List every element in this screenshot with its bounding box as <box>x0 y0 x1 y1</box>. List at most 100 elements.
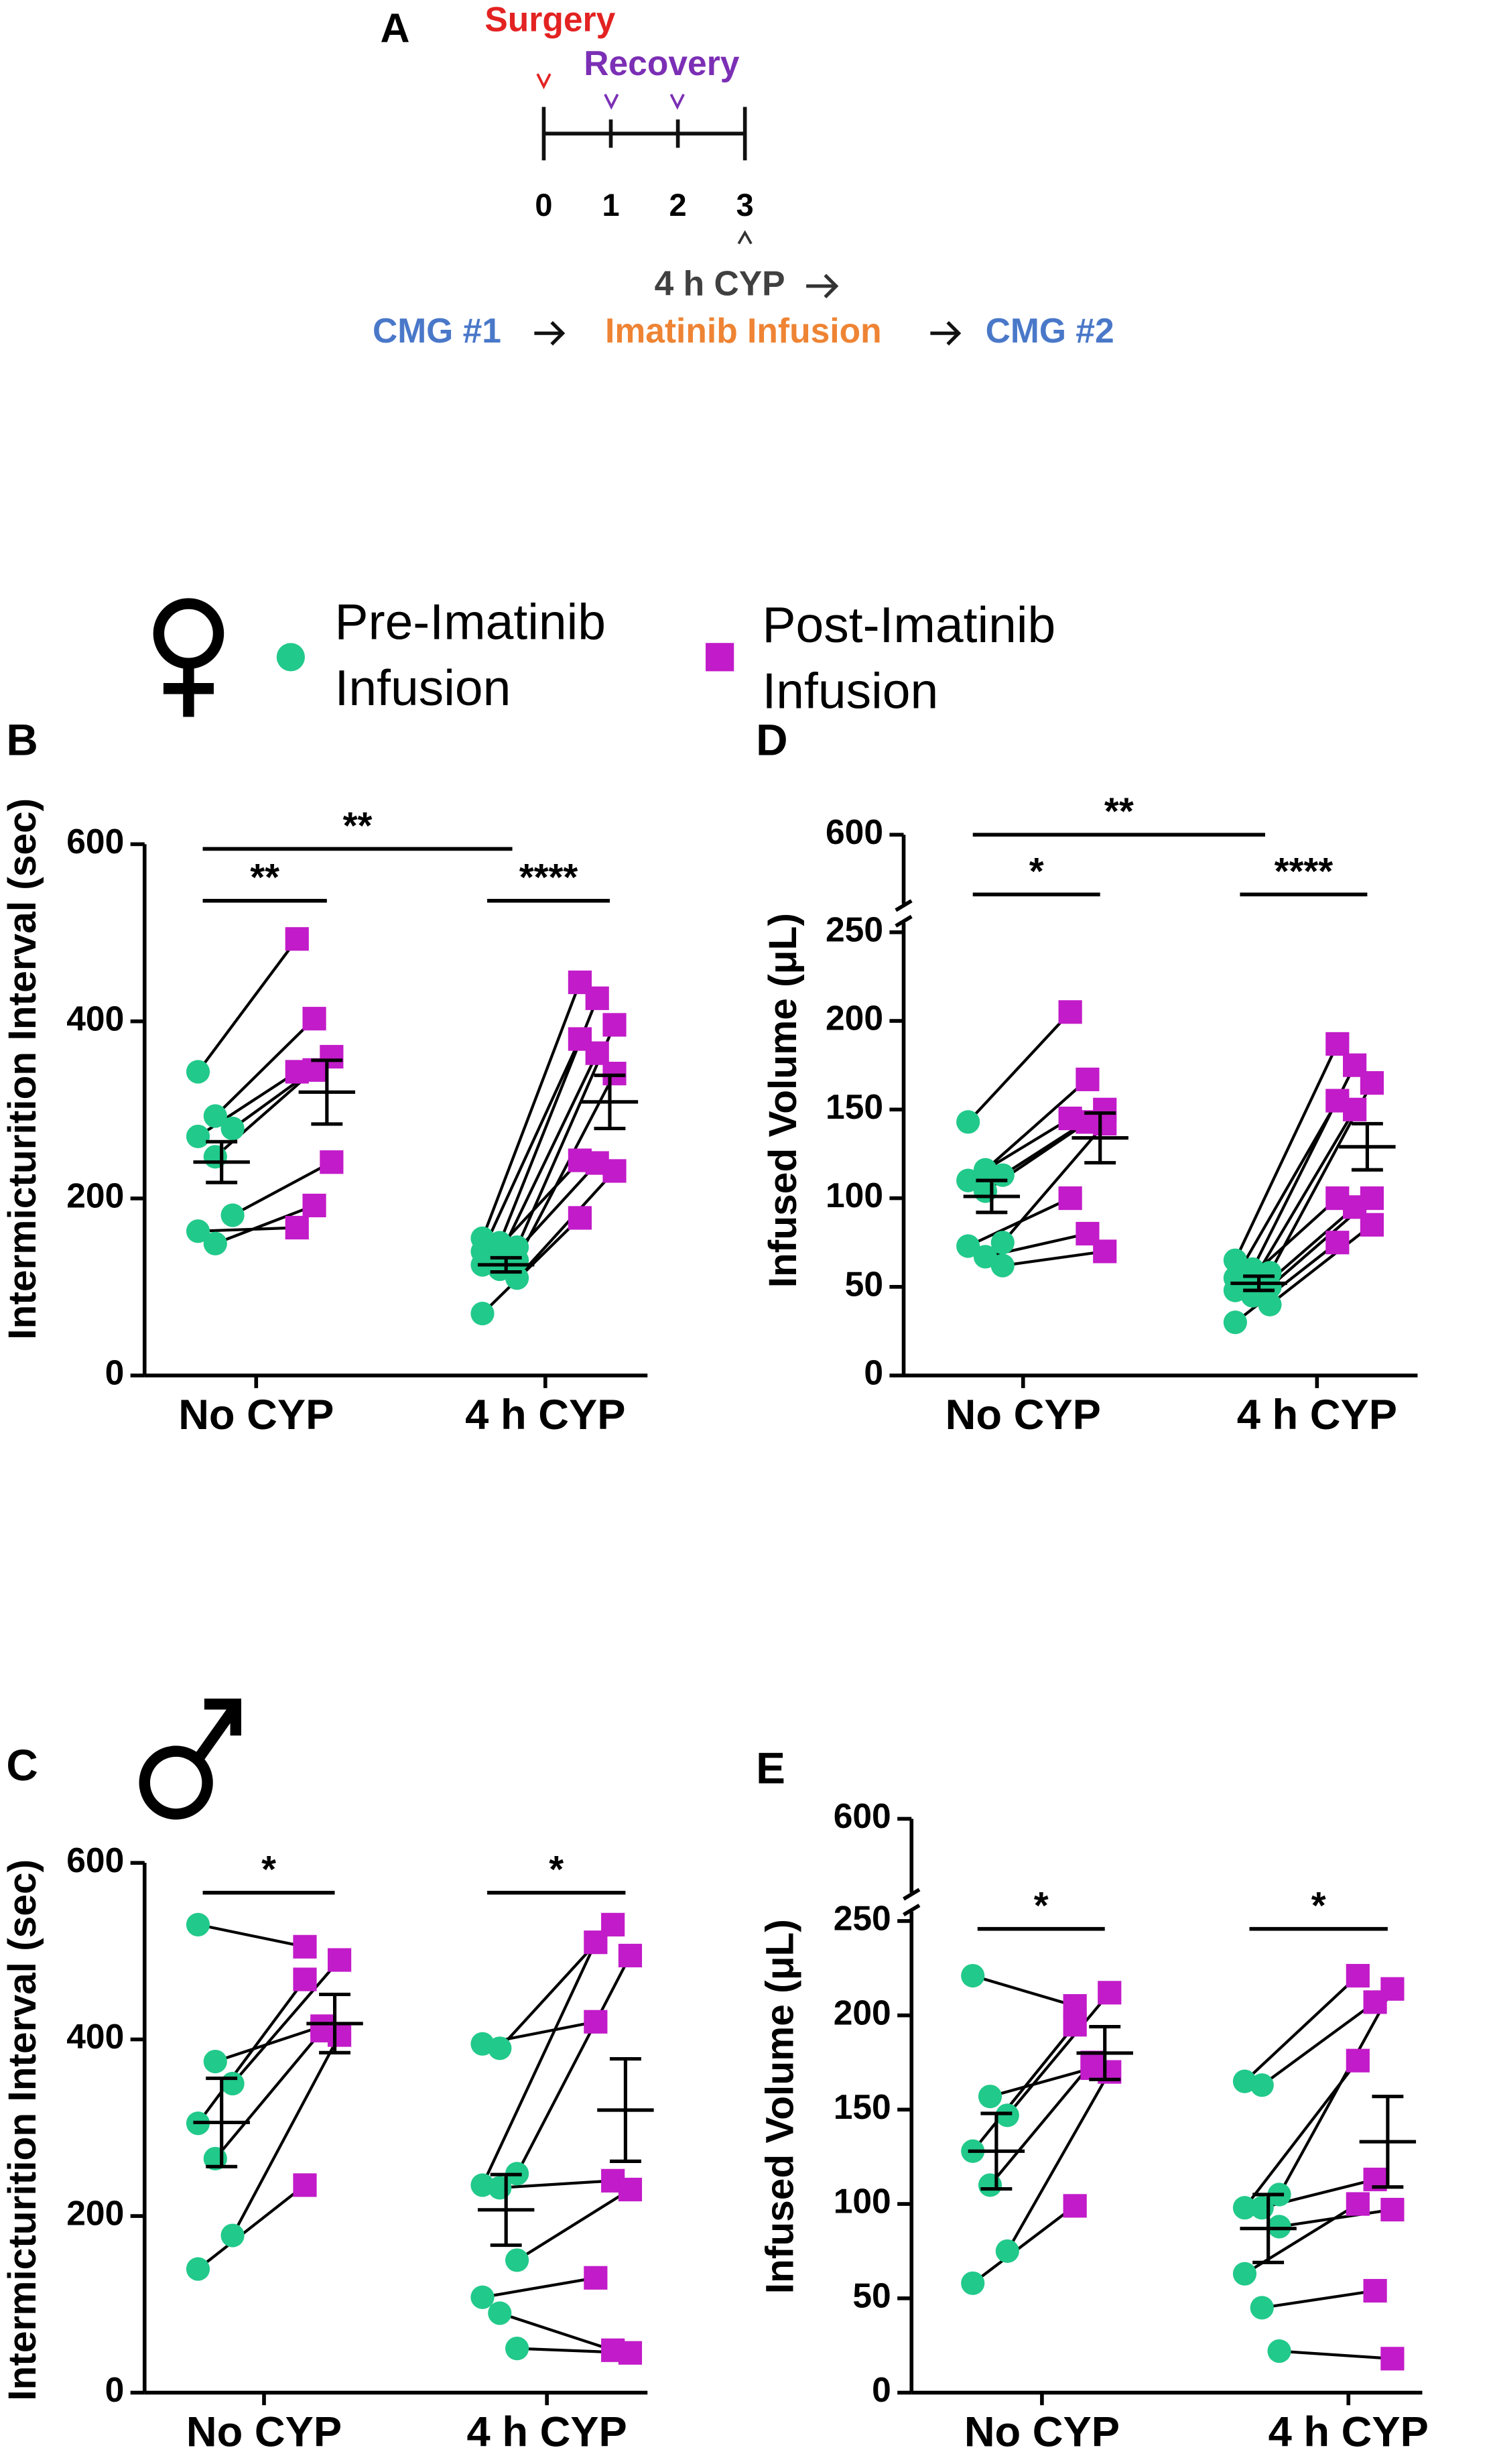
point <box>186 1124 210 1148</box>
pair-line <box>198 1923 306 1949</box>
point <box>1223 1310 1247 1335</box>
y-axis-label: Intermicturition Interval (sec) <box>1 798 44 1340</box>
caret <box>669 93 685 110</box>
axis-break <box>903 1904 921 1916</box>
chart: C Intermicturition Interval (sec) 0 200 400 6… <box>1 1741 654 2456</box>
point <box>995 2103 1019 2128</box>
point <box>1343 1097 1367 1121</box>
chart: D Infused Volume (μL) 0 50 100 150 200 250 600 No… <box>756 716 1418 1438</box>
significance-label: * <box>261 1848 276 1890</box>
significance-label: ** <box>250 856 279 898</box>
x-tick-label: No CYP <box>186 2409 342 2456</box>
point <box>618 2177 643 2202</box>
point <box>1232 2262 1257 2286</box>
event-label: Surgery <box>484 0 615 38</box>
point <box>990 1231 1015 1255</box>
point <box>978 2085 1002 2109</box>
point <box>1346 1963 1370 1988</box>
pair-line <box>214 2030 324 2160</box>
pair-line <box>198 1226 298 1233</box>
pair-line <box>1261 2289 1376 2309</box>
point <box>488 2036 512 2060</box>
point <box>505 1266 529 1290</box>
y-axis-label: Infused Volume (μL) <box>758 1919 801 2294</box>
point <box>320 1150 344 1174</box>
point <box>1093 1239 1117 1264</box>
point <box>302 1058 326 1082</box>
y-tick-label: 100 <box>826 1176 883 1215</box>
y-tick-label: 400 <box>66 2017 124 2056</box>
point <box>327 2023 352 2047</box>
point <box>470 1302 495 1326</box>
pair-line <box>1243 2059 1359 2209</box>
point <box>1258 1292 1282 1316</box>
point <box>186 2257 210 2281</box>
y-tick-label: 0 <box>105 2370 125 2409</box>
x-tick-label: 4 h CYP <box>467 2409 627 2456</box>
pair-line <box>1278 1988 1394 2196</box>
arrow <box>534 320 566 346</box>
point <box>1325 1231 1350 1255</box>
point <box>585 1041 609 1065</box>
sequence-step: Imatinib Infusion <box>605 311 882 350</box>
pair-line <box>1269 1223 1373 1306</box>
point <box>1250 2073 1274 2097</box>
pair-line <box>1006 1991 1111 2117</box>
point <box>602 1062 627 1086</box>
legend-marker <box>276 643 305 672</box>
caret <box>604 93 619 110</box>
point <box>1098 1981 1122 2005</box>
point <box>220 2223 245 2247</box>
pair-line <box>214 1018 316 1117</box>
pair-line <box>197 2184 306 2270</box>
arrow <box>930 320 962 346</box>
point <box>203 1145 227 1169</box>
axis-break <box>895 914 913 928</box>
point <box>1267 2215 1291 2239</box>
point <box>584 1930 608 1955</box>
timeline-tick-label: 1 <box>602 188 619 223</box>
y-axis-label: Intermicturition Interval (sec) <box>1 1859 44 2401</box>
y-tick-label: 600 <box>826 812 883 851</box>
point <box>1380 2347 1405 2371</box>
pair-line <box>1244 1975 1359 2083</box>
pair-line <box>232 1160 332 1217</box>
point <box>293 1934 317 1959</box>
caret <box>737 230 753 245</box>
point <box>1363 2278 1387 2303</box>
point <box>1058 1186 1082 1211</box>
x-tick-label: No CYP <box>946 1392 1101 1438</box>
x-tick-label: No CYP <box>178 1392 334 1438</box>
panel-label: C <box>6 1741 38 1790</box>
point <box>186 1219 210 1243</box>
pair-line <box>1251 1109 1356 1282</box>
pair-line <box>499 2311 614 2352</box>
point <box>1346 2048 1370 2073</box>
pair-line <box>231 1959 341 2085</box>
pair-line <box>196 938 298 1073</box>
significance-label: * <box>1029 850 1044 892</box>
pair-line <box>984 1078 1089 1171</box>
y-tick-label: 600 <box>834 1796 891 1835</box>
point <box>285 1215 309 1240</box>
point <box>1346 2192 1370 2216</box>
point <box>186 1060 210 1084</box>
y-tick-label: 200 <box>66 1176 124 1215</box>
point <box>1325 1032 1350 1056</box>
point <box>1232 2196 1257 2220</box>
y-tick-label: 600 <box>66 822 124 861</box>
cyp-label: 4 h CYP <box>655 263 785 302</box>
point <box>203 1104 227 1128</box>
point <box>488 2301 512 2325</box>
point <box>293 2173 317 2197</box>
pair-line <box>516 1170 616 1280</box>
timeline-tick-label: 0 <box>535 188 552 223</box>
point <box>1063 2194 1087 2218</box>
point <box>568 1206 592 1230</box>
point <box>956 1168 980 1192</box>
point <box>220 2071 245 2096</box>
x-tick-label: No CYP <box>964 2409 1120 2456</box>
point <box>470 2173 495 2197</box>
point <box>618 2341 643 2365</box>
point <box>1058 1000 1082 1024</box>
